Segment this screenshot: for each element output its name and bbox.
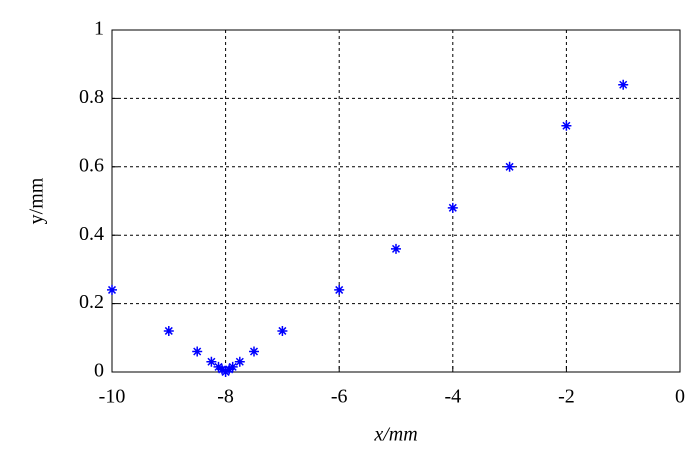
plot-frame bbox=[111, 29, 681, 373]
y-tick-label: 0.4 bbox=[79, 223, 104, 245]
point bbox=[249, 346, 259, 357]
y-tick-label: 0.6 bbox=[79, 154, 104, 176]
x-tick-label: -10 bbox=[99, 386, 126, 408]
point bbox=[192, 346, 203, 357]
y-tick-label: 0 bbox=[94, 360, 104, 382]
y-tick-label: 0.8 bbox=[79, 86, 104, 108]
y-axis-label: y/mm bbox=[26, 177, 48, 224]
x-axis-label: x/mm bbox=[373, 424, 417, 446]
point bbox=[107, 284, 117, 295]
y-tick-label: 1 bbox=[94, 18, 104, 40]
x-tick-label: -8 bbox=[217, 386, 234, 408]
point bbox=[618, 79, 629, 90]
point bbox=[561, 120, 572, 131]
x-tick-label: -2 bbox=[558, 386, 575, 408]
point bbox=[447, 202, 458, 213]
y-tick-label: 0.2 bbox=[79, 291, 104, 313]
x-tick-label: -6 bbox=[331, 386, 348, 408]
point bbox=[234, 356, 245, 367]
x-tick-label: 0 bbox=[675, 386, 685, 408]
point bbox=[277, 325, 288, 336]
point bbox=[206, 356, 217, 367]
x-tick-label: -4 bbox=[444, 386, 461, 408]
point bbox=[334, 284, 345, 295]
point bbox=[391, 243, 401, 254]
point bbox=[227, 361, 238, 372]
point bbox=[163, 325, 174, 336]
point bbox=[504, 161, 515, 172]
